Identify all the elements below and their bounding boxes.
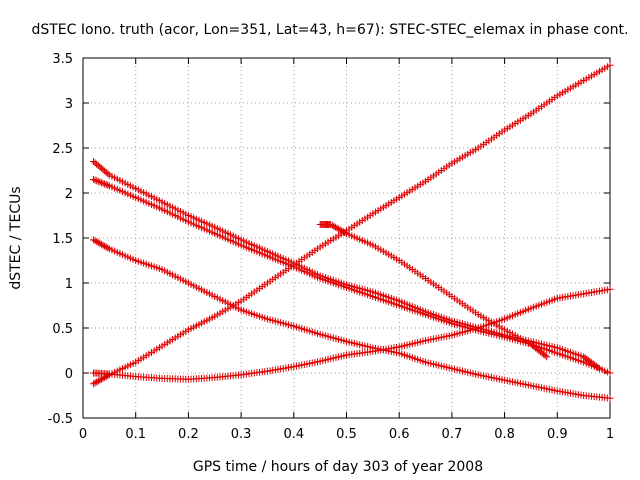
x-tick-label: 0.9 [547, 427, 568, 442]
y-tick-label: 1.5 [52, 232, 73, 247]
x-tick-label: 1 [606, 427, 614, 442]
data-point [91, 176, 99, 184]
data-point [93, 177, 101, 185]
data-point [543, 353, 551, 361]
data-point [330, 222, 338, 230]
data-point [91, 379, 99, 387]
data-point [541, 352, 549, 360]
data-point [101, 180, 109, 188]
data-point [104, 181, 112, 189]
data-point [101, 242, 109, 250]
data-point [99, 179, 107, 187]
data-point [606, 285, 614, 293]
data-point [94, 239, 102, 246]
data-point [90, 176, 98, 183]
x-tick-label: 0.8 [494, 427, 515, 442]
data-points [90, 61, 614, 402]
data-point [606, 369, 614, 377]
x-tick-label: 0.7 [442, 427, 463, 442]
y-tick-label: 3 [65, 97, 73, 112]
grid [83, 58, 610, 418]
data-point [93, 238, 101, 246]
data-point [327, 221, 335, 228]
data-point [606, 394, 614, 402]
data-point [96, 376, 104, 384]
data-point [338, 227, 346, 235]
series-falling-from-1-5 [90, 236, 614, 402]
data-point [104, 244, 112, 252]
data-point [104, 170, 112, 178]
x-tick-label: 0.5 [336, 427, 357, 442]
chart-title: dSTEC Iono. truth (acor, Lon=351, Lat=43… [31, 22, 628, 38]
y-tick-label: 3.5 [52, 52, 73, 67]
data-point [331, 223, 339, 231]
y-tick-label: 2 [65, 187, 73, 202]
data-point [90, 380, 98, 388]
data-point [606, 61, 614, 69]
data-point [91, 237, 99, 245]
data-point [96, 178, 104, 186]
y-tick-label: 1 [65, 277, 73, 292]
x-tick-label: 0.3 [231, 427, 252, 442]
axes: 0 0.1 0.2 0.3 0.4 0.5 0.6 0.7 0.8 0.9 1 -0.5 0 0.5 1 1.… [48, 52, 615, 442]
series-low-arc-to-0-9 [90, 285, 614, 383]
x-tick-label: 0.1 [125, 427, 146, 442]
data-point [99, 241, 107, 249]
data-point [336, 226, 344, 234]
y-tick-label: 2.5 [52, 142, 73, 157]
data-point [97, 240, 105, 248]
data-point [102, 181, 110, 189]
series-rising-to-3-4 [90, 61, 614, 388]
x-tick-label: 0.2 [178, 427, 199, 442]
x-tick-label: 0.4 [283, 427, 304, 442]
data-point [93, 378, 101, 386]
data-point [90, 236, 98, 244]
data-point [328, 221, 336, 229]
y-tick-label: -0.5 [48, 412, 73, 427]
data-point [339, 228, 347, 236]
x-axis-label: GPS time / hours of day 303 of year 2008 [193, 459, 483, 475]
data-point [102, 243, 110, 251]
data-point [94, 177, 102, 185]
y-tick-label: 0.5 [52, 322, 73, 337]
y-tick-label: 0 [65, 367, 73, 382]
x-tick-label: 0 [79, 427, 87, 442]
series-segment-0-45-0-88 [316, 221, 551, 361]
data-point [97, 375, 105, 383]
data-point [94, 377, 102, 385]
data-point [97, 179, 105, 187]
data-point [333, 224, 341, 232]
y-axis-label: dSTEC / TECUs [8, 186, 24, 289]
data-point [96, 239, 104, 247]
x-tick-label: 0.6 [389, 427, 410, 442]
data-point [341, 229, 349, 237]
data-point [335, 225, 343, 233]
